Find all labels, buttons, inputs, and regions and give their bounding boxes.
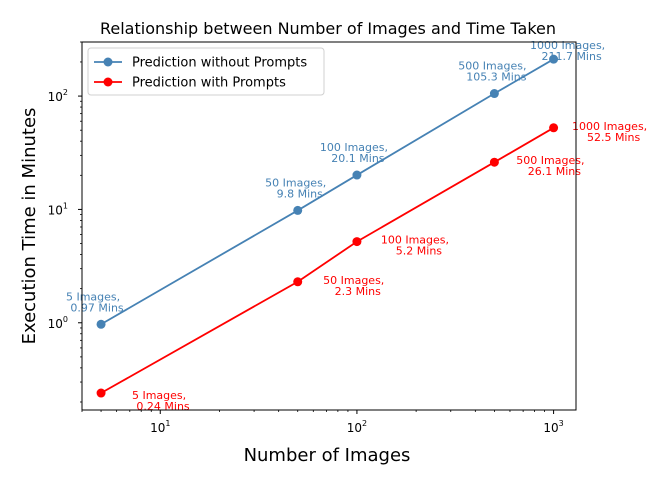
data-point <box>96 319 106 329</box>
data-point <box>352 170 362 180</box>
y-tick-label: 100 <box>48 315 68 331</box>
data-label: 50 Images, 9.8 Mins <box>265 176 326 200</box>
data-label: 100 Images, 5.2 Mins <box>381 234 449 258</box>
data-point <box>293 205 303 215</box>
legend-swatch-marker <box>103 57 113 67</box>
data-point <box>489 157 499 167</box>
x-axis-title: Number of Images <box>244 445 411 466</box>
legend-swatch-marker <box>103 77 113 87</box>
x-tick-label: 102 <box>347 419 367 435</box>
data-point <box>352 237 362 247</box>
plot-area: 5 Images, 0.97 Mins 50 Images, 9.8 Mins 100 … <box>66 39 647 413</box>
x-tick-label: 103 <box>543 419 563 435</box>
legend: Prediction without Prompts Prediction wit… <box>87 47 325 96</box>
chart-title: Relationship between Number of Images an… <box>100 19 556 38</box>
axis-ticks: 101 102 103 100 101 102 <box>48 41 564 435</box>
legend-entry-label: Prediction with Prompts <box>132 76 286 91</box>
data-label: 50 Images, 2.3 Mins <box>323 274 384 298</box>
series-line-with-prompts <box>100 127 555 394</box>
data-label: 500 Images, 26.1 Mins <box>516 154 584 178</box>
data-label: 1000 Images, 211.7 Mins <box>530 39 605 63</box>
data-point <box>96 388 106 398</box>
legend-box <box>87 47 325 96</box>
data-label: 100 Images, 20.1 Mins <box>320 141 388 165</box>
y-axis-title: Execution Time in Minutes <box>19 108 40 345</box>
data-point <box>489 89 499 99</box>
y-tick-label: 101 <box>48 201 68 217</box>
x-tick-label: 101 <box>150 419 170 435</box>
data-label: 5 Images, 0.24 Mins <box>132 389 190 413</box>
data-point <box>549 123 559 133</box>
data-point <box>293 277 303 287</box>
data-label: 1000 Images, 52.5 Mins <box>572 120 647 144</box>
plot-frame <box>81 41 577 411</box>
data-point <box>549 54 559 64</box>
legend-entry-label: Prediction without Prompts <box>132 56 307 71</box>
data-label: 5 Images, 0.97 Mins <box>66 290 124 314</box>
y-tick-label: 102 <box>48 88 68 104</box>
data-label: 500 Images, 105.3 Mins <box>458 60 526 84</box>
